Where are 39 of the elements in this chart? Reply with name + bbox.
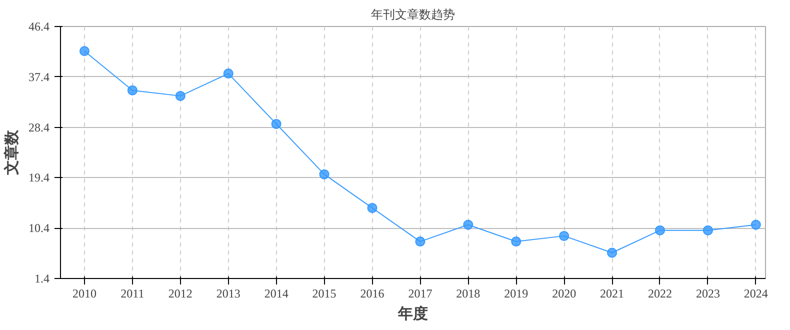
point: [559, 230, 570, 241]
y-tick-label: 37.4: [28, 70, 50, 84]
x-tick-label: 2023: [696, 286, 720, 300]
x-tick-label: 2018: [456, 286, 480, 300]
x-tick-label: 2014: [264, 286, 288, 300]
point: [702, 225, 713, 236]
point: [319, 169, 330, 180]
x-tick-label: 2013: [216, 286, 240, 300]
x-tick-label: 2017: [408, 286, 432, 300]
point: [607, 248, 618, 258]
point: [654, 225, 665, 236]
point: [223, 68, 234, 79]
y-axis-title: 文章数: [2, 129, 20, 176]
point: [175, 90, 186, 101]
y-tick-label: 10.4: [28, 221, 50, 236]
point: [79, 46, 90, 56]
x-axis-title: 年度: [397, 304, 428, 322]
x-tick-label: 2011: [120, 286, 144, 300]
x-tick-label: 2019: [504, 286, 528, 300]
y-tick-label: 19.4: [28, 170, 50, 185]
y-tick-label: 46.4: [28, 20, 50, 34]
point: [367, 202, 378, 213]
x-tick-label: 2020: [552, 286, 576, 300]
x-tick-label: 2022: [648, 286, 672, 300]
point: [415, 236, 426, 247]
point: [127, 85, 138, 96]
chart-title: 年刊文章数趋势: [371, 8, 455, 22]
point: [511, 236, 522, 247]
y-tick-label: 28.4: [28, 120, 50, 134]
x-tick-label: 2012: [168, 286, 192, 300]
x-tick-label: 2016: [360, 286, 384, 300]
point: [750, 220, 761, 230]
point: [463, 220, 474, 230]
x-tick-label: 2015: [312, 286, 336, 300]
y-tick-label: 1.4: [34, 272, 50, 286]
point: [271, 118, 282, 129]
x-tick-label: 2021: [600, 286, 624, 300]
x-tick-label: 2024: [744, 286, 768, 300]
x-tick-label: 2010: [72, 286, 96, 300]
